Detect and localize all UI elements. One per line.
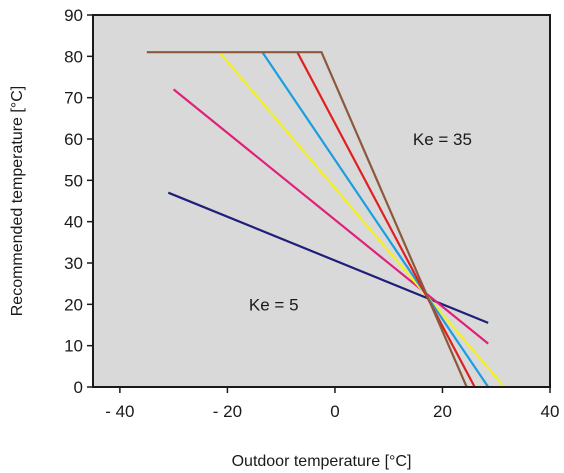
- series-line-3: [218, 51, 506, 388]
- annotations-layer: Ke = 35 Ke = 5: [249, 130, 472, 314]
- y-tick-label: 80: [64, 47, 83, 66]
- x-tick-label: - 40: [105, 402, 134, 421]
- y-tick-label: 0: [74, 378, 83, 397]
- x-axis-title: Outdoor temperature [°C]: [232, 453, 412, 470]
- annotation-2: Ke = 5: [249, 295, 299, 314]
- y-tick-label: 90: [64, 6, 83, 25]
- y-tick-label: 60: [64, 130, 83, 149]
- series-layer: [146, 51, 506, 388]
- y-axis: 0 10 20 30 40 50 60 70 80 90: [64, 6, 93, 397]
- y-tick-label: 30: [64, 254, 83, 273]
- y-tick-label: 50: [64, 171, 83, 190]
- y-axis-title: Recommended temperature [°C]: [9, 86, 26, 317]
- y-tick-label: 20: [64, 295, 83, 314]
- x-tick-label: 20: [433, 402, 452, 421]
- y-tick-label: 70: [64, 89, 83, 108]
- plot-area-frame: [92, 14, 551, 388]
- x-tick-label: 40: [541, 402, 560, 421]
- x-tick-label: - 20: [213, 402, 242, 421]
- y-tick-label: 40: [64, 213, 83, 232]
- series-line-5: [296, 51, 476, 388]
- series-line-2: [172, 88, 489, 345]
- plot-area-background: [93, 15, 550, 387]
- y-tick-label: 10: [64, 337, 83, 356]
- x-axis: - 40 - 20 0 20 40: [105, 387, 559, 421]
- x-tick-label: 0: [330, 402, 339, 421]
- series-line-6: [146, 51, 468, 388]
- annotation-1: Ke = 35: [413, 130, 472, 149]
- series-line-4: [261, 51, 490, 388]
